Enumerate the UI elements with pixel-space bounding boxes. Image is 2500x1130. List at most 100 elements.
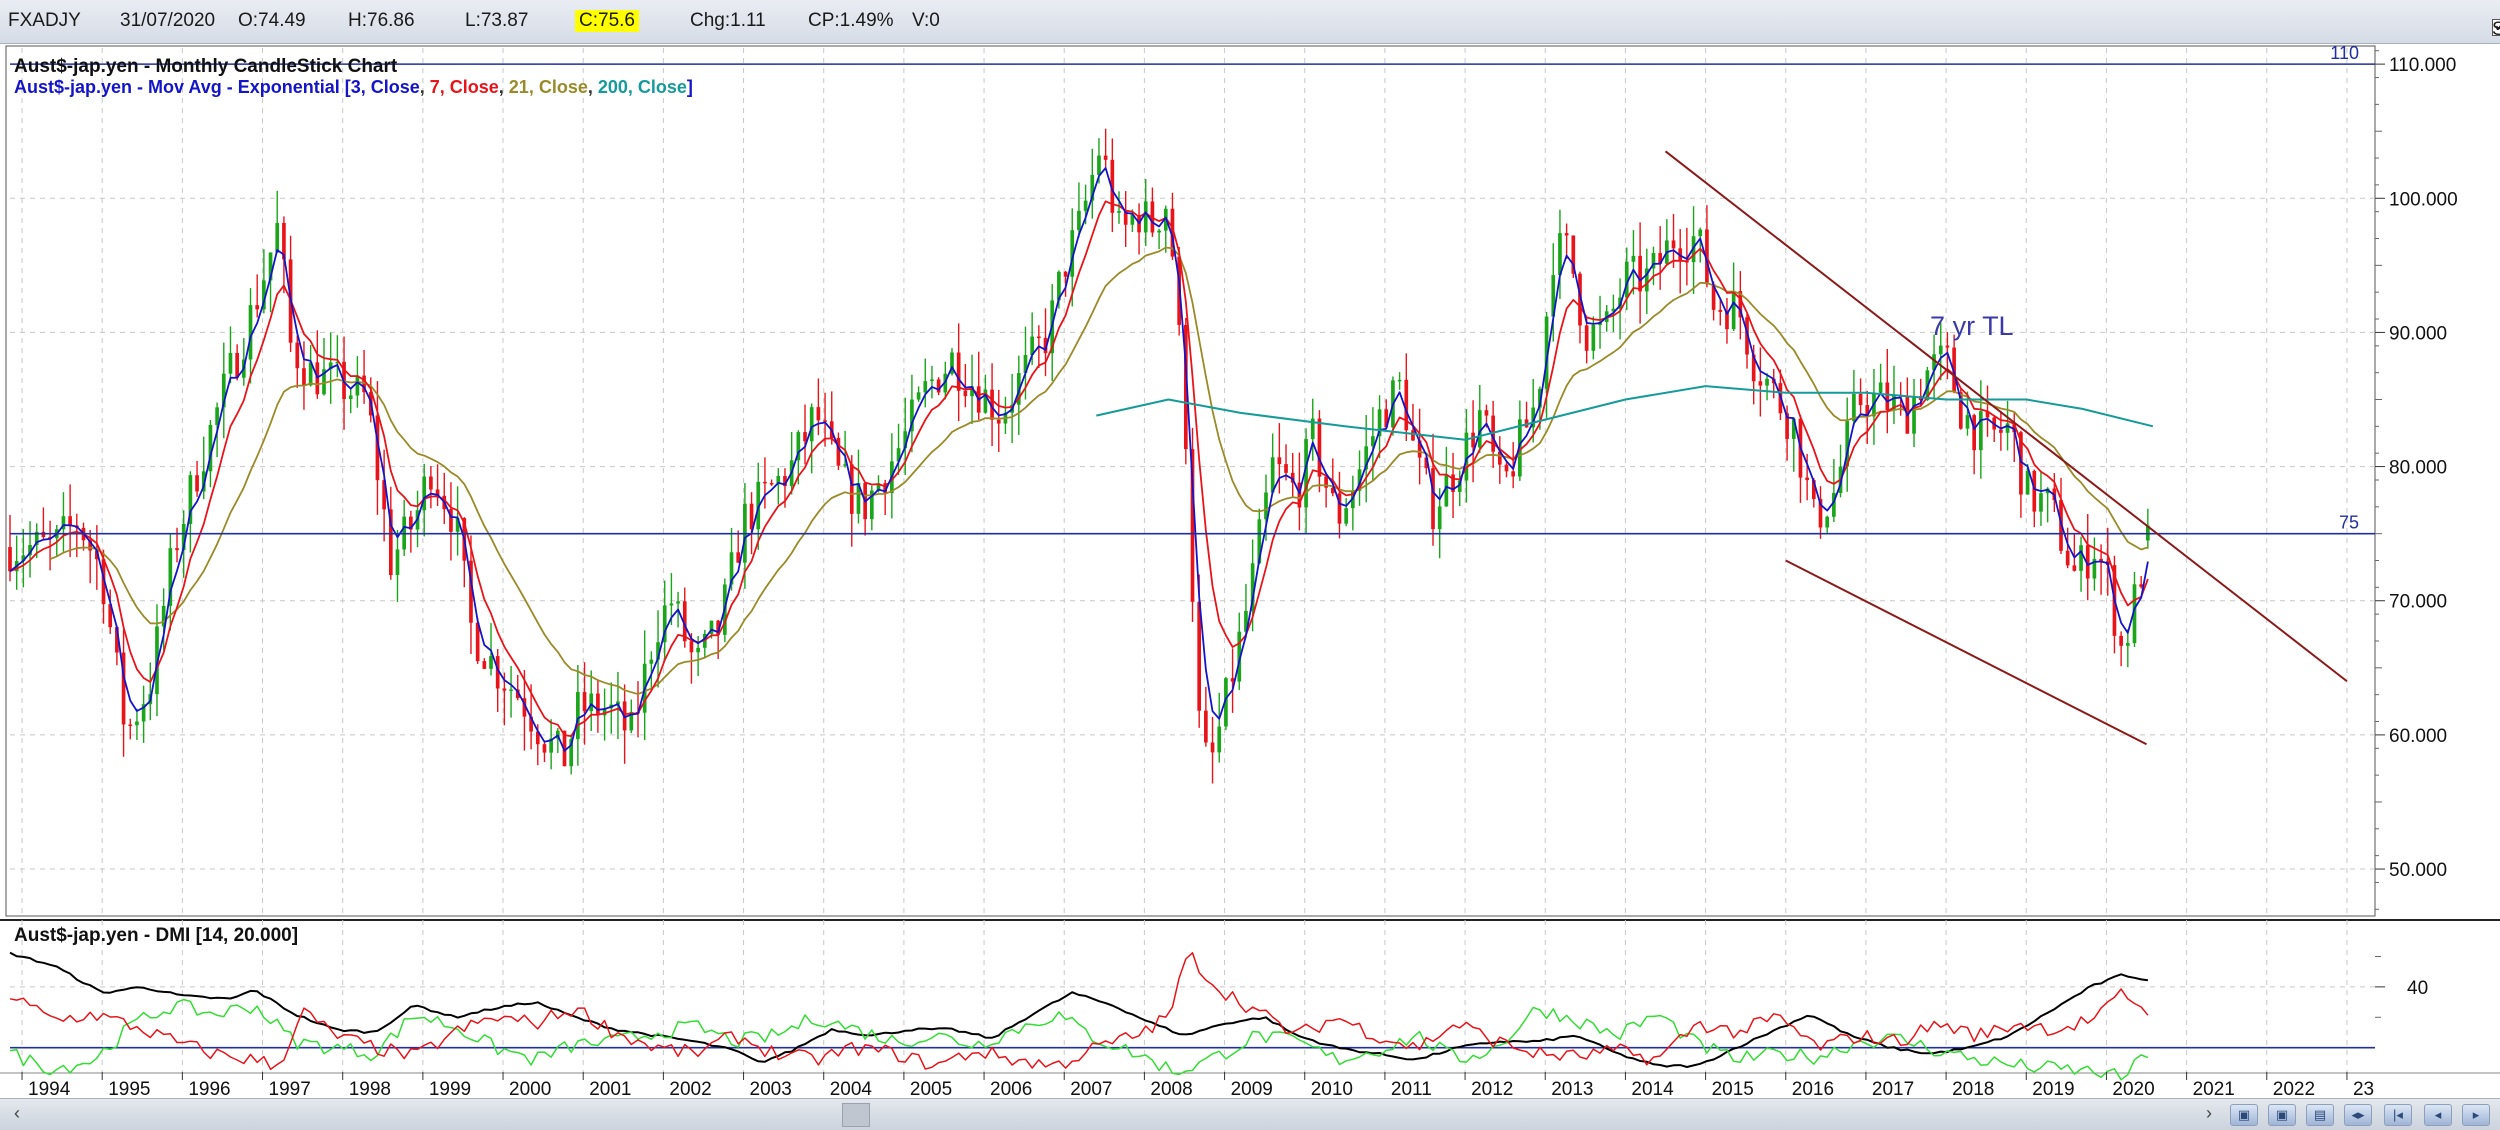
scroll-thumb[interactable] (842, 1103, 870, 1127)
candle-body (21, 555, 26, 562)
candle-body (983, 389, 988, 413)
candle-body (1030, 336, 1034, 355)
candle-body (716, 620, 721, 635)
scroll-left-icon[interactable]: ‹ (14, 1103, 20, 1123)
candle-body (1237, 631, 1242, 682)
candle-body (1885, 382, 1890, 411)
quote-toolbar: FXADJY 31/07/2020 O:74.49 H:76.86 L:73.8… (0, 0, 2500, 44)
candle-body (435, 489, 440, 496)
fit-icon[interactable]: ◂▸ (2344, 1104, 2372, 1126)
candle-body (101, 559, 106, 605)
candle-body (956, 352, 961, 391)
candle-body (1317, 418, 1322, 477)
candle-body (268, 252, 273, 281)
x-tick-label: 2001 (589, 1079, 631, 1098)
next-icon[interactable]: ▸ (2462, 1104, 2490, 1126)
ema200-line (1096, 385, 2154, 441)
candle-body (175, 548, 179, 551)
candle-body (221, 373, 226, 408)
candle-body (88, 540, 93, 551)
candle-body (1284, 464, 1288, 473)
x-tick-label: 2009 (1231, 1079, 1273, 1098)
candle-body (883, 483, 888, 494)
candle-body (1972, 415, 1976, 451)
candle-body (429, 476, 433, 490)
zoom-out-icon[interactable]: ▣ (2268, 1104, 2296, 1126)
candle-body (729, 552, 734, 585)
candle-body (362, 375, 366, 393)
candle-body (2012, 423, 2017, 433)
candle-body (1404, 379, 1409, 431)
legend-ema3: 3, Close (351, 77, 420, 97)
bottom-scrollbar[interactable]: ‹ › ▣ ▣ ▤ ◂▸ |◂ ◂ ▸ (0, 1098, 2500, 1130)
x-tick-label: 2021 (2193, 1079, 2235, 1098)
candle-body (522, 698, 527, 717)
candle-body (2025, 470, 2030, 495)
candle-body (201, 471, 206, 492)
x-tick-label: 2015 (1712, 1079, 1754, 1098)
main-chart-title: Aust$-jap.yen - Monthly CandleStick Char… (14, 56, 398, 77)
trendline (1664, 150, 2348, 683)
candle-body (1945, 345, 1950, 348)
candle-body (1310, 418, 1315, 440)
candle-body (950, 352, 954, 374)
candle-body (388, 509, 393, 576)
candle-body (1097, 155, 1101, 175)
candle-body (763, 481, 767, 484)
candle-body (382, 480, 386, 510)
candle-body (1484, 410, 1489, 416)
horizontal-line-label: 110 (2330, 44, 2359, 63)
candle-body (1477, 410, 1482, 448)
moving-averages (9, 167, 2154, 752)
candle-body (355, 375, 360, 396)
candle-body (1344, 508, 1348, 524)
main-panel-frame (5, 45, 2376, 917)
candle-body (2085, 545, 2090, 579)
candle-body (2072, 565, 2077, 571)
zoom-in-icon[interactable]: ▣ (2230, 1104, 2258, 1126)
candle-body (549, 738, 553, 753)
candle-body (783, 476, 787, 487)
candle-body (1077, 210, 1081, 231)
x-tick-label: 2011 (1391, 1079, 1432, 1098)
candle-body (1584, 325, 1589, 351)
labels: Aust$-jap.yen - Monthly CandleStick Char… (14, 56, 693, 946)
show-last-label: Show Last (2492, 19, 2500, 40)
save-icon[interactable]: ▤ (2306, 1104, 2334, 1126)
chart-area[interactable]: 110 75 7 yr TL 110.000 100.000 90.000 80.000 7… (0, 44, 2500, 1098)
candle-body (1170, 208, 1175, 257)
candle-body (823, 420, 827, 422)
candle-body (28, 545, 32, 556)
show-last-checkbox[interactable]: ✓ (2492, 17, 2500, 36)
candle-body (161, 605, 166, 627)
candle-body (1123, 211, 1128, 225)
x-tick-label: 2010 (1311, 1079, 1353, 1098)
scroll-right-icon[interactable]: › (2206, 1103, 2212, 1123)
y-tick-label: 80.000 (2389, 458, 2447, 479)
candle-body (1531, 407, 1536, 428)
dmi-series-adx (9, 951, 2149, 1068)
candle-body (255, 305, 260, 310)
prev-icon[interactable]: ◂ (2424, 1104, 2452, 1126)
candle-body (1297, 482, 1302, 508)
y-tick-label: 90.000 (2389, 323, 2447, 344)
candle-body (1204, 710, 1208, 743)
first-icon[interactable]: |◂ (2384, 1104, 2412, 1126)
candle-body (1277, 457, 1282, 465)
candle-body (1364, 446, 1369, 470)
candle-body (916, 392, 921, 400)
candle-body (1190, 449, 1195, 602)
candle-body (542, 744, 547, 753)
candle-body (943, 373, 948, 393)
candle-body (1497, 451, 1502, 465)
candle-body (616, 701, 620, 705)
x-tick-label: 1999 (429, 1079, 471, 1098)
candle-body (1718, 309, 1723, 312)
x-tick-label: 2007 (1070, 1079, 1112, 1098)
x-tick-label: 2004 (830, 1079, 873, 1098)
candle-body (1377, 409, 1382, 437)
x-tick-label: 2006 (990, 1079, 1032, 1098)
candle-body (1892, 394, 1896, 411)
candle-body (876, 483, 881, 491)
candle-body (34, 531, 39, 546)
